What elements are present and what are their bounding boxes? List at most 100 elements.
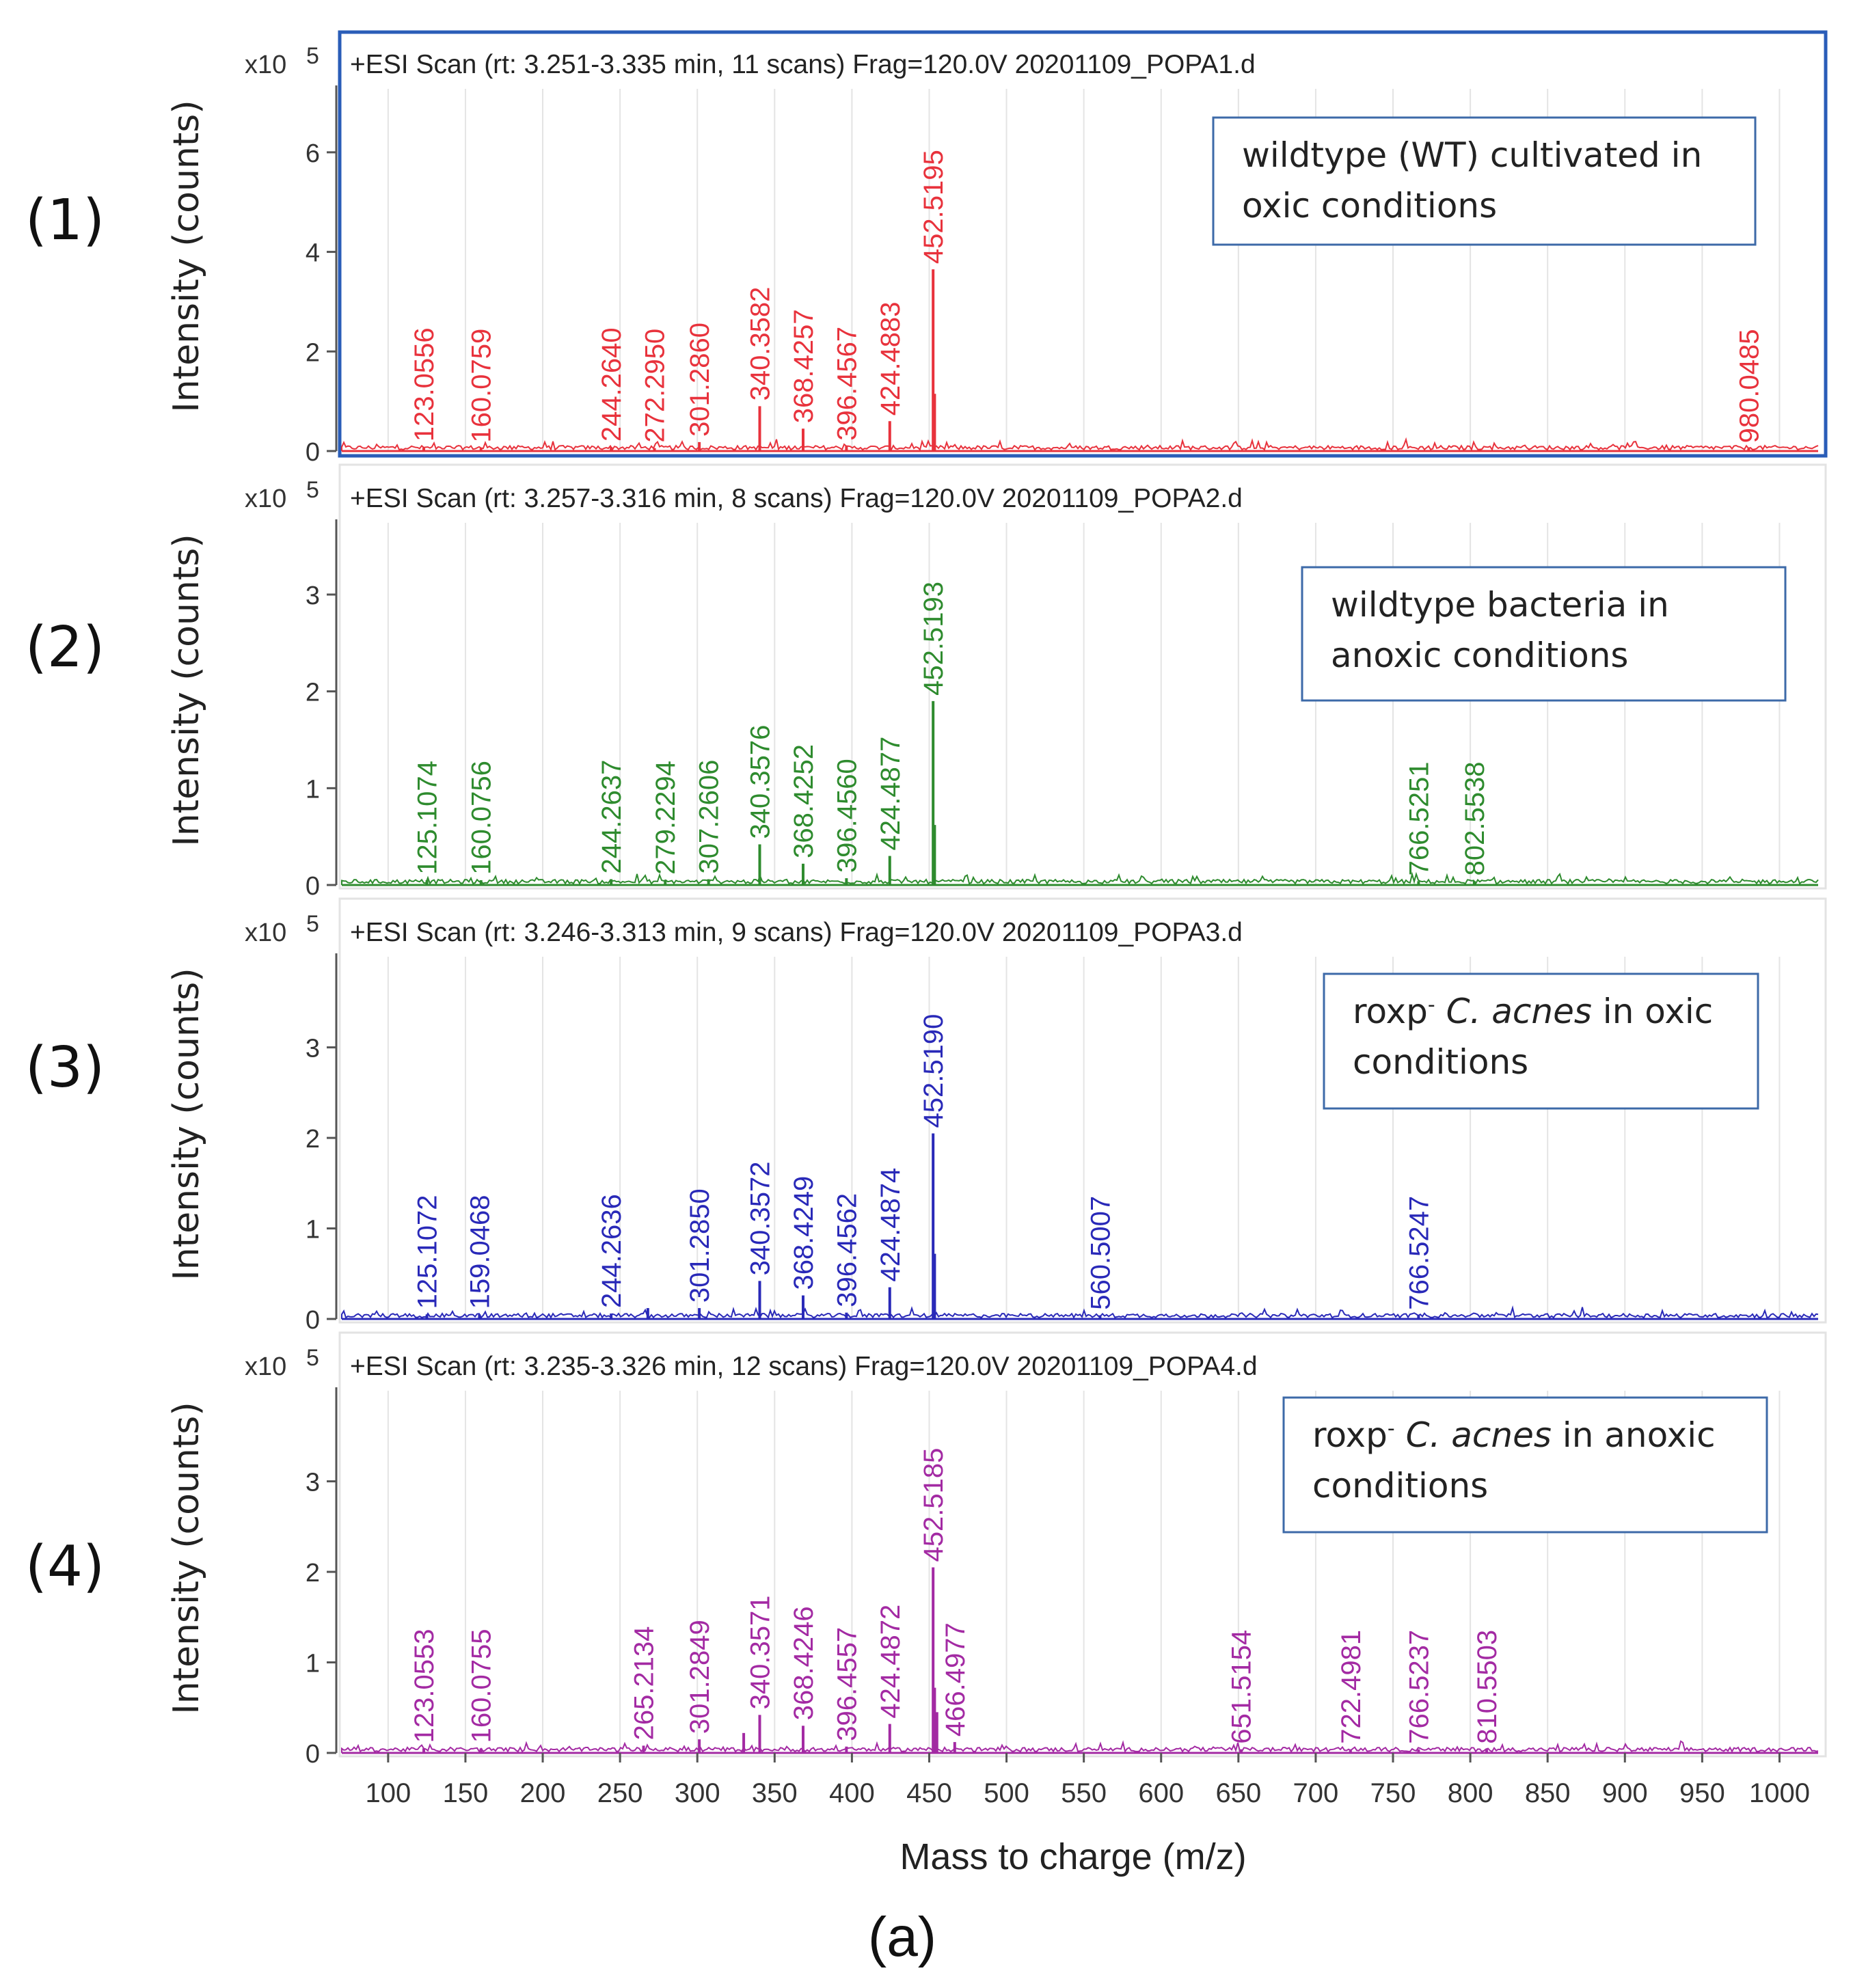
y-scale-exponent: 5	[306, 1345, 319, 1371]
x-tick-label: 300	[675, 1778, 720, 1808]
annotation-box	[1301, 566, 1787, 702]
y-tick-label: 2	[306, 1125, 320, 1154]
y-axis-title: Intensity (counts)	[166, 968, 207, 1280]
x-tick-label: 600	[1138, 1778, 1184, 1808]
peak-label: 160.0756	[467, 761, 497, 875]
peak-label: 160.0759	[467, 329, 497, 443]
peak-label: 307.2606	[694, 760, 725, 874]
y-tick-label: 0	[306, 1740, 320, 1769]
peak-label: 452.5193	[919, 582, 949, 696]
peak-label: 340.3571	[745, 1596, 775, 1710]
spectrum-title: +ESI Scan (rt: 3.257-3.316 min, 8 scans)…	[350, 484, 1243, 513]
spectrum-panel-2: 0 1 2 3 x10 5 +ESI Scan (rt: 3.257-3.316 min, …	[25, 463, 1827, 901]
spectrum-panel-4: 0 1 2 3 x10 5 +ESI Scan (rt: 3.235-3.326 min, …	[25, 1331, 1827, 1769]
annotation-span: roxp	[1353, 992, 1428, 1031]
peak-label: 244.2637	[597, 760, 627, 874]
y-scale-exponent: 5	[306, 477, 319, 503]
peak-label: 368.4257	[789, 309, 819, 423]
peak-label: 368.4246	[789, 1606, 819, 1720]
y-scale-label: x10	[245, 1352, 286, 1381]
y-tick-label: 0	[306, 438, 320, 467]
annotation-span: in oxic	[1592, 992, 1713, 1031]
peak-label: 244.2640	[597, 327, 627, 441]
peak-label: 368.4252	[789, 744, 819, 858]
y-tick-label: 1	[306, 1650, 320, 1678]
annotation-box	[1212, 116, 1757, 246]
y-tick-label: 4	[306, 239, 320, 268]
annotation-text: wildtype bacteria in	[1331, 585, 1669, 625]
panel-number: (2)	[25, 615, 105, 680]
annotation-span: conditions	[1353, 1042, 1528, 1082]
peak-label: 452.5190	[919, 1014, 949, 1128]
annotation-text: roxp- C. acnes in oxic	[1353, 992, 1713, 1031]
x-tick-label: 250	[597, 1778, 643, 1808]
panel-number: (1)	[25, 188, 105, 253]
peak-label: 766.5247	[1404, 1196, 1434, 1310]
peak-label: 265.2134	[630, 1626, 660, 1741]
y-scale-label: x10	[245, 51, 286, 79]
y-tick-label: 1	[306, 775, 320, 804]
annotation-box	[1323, 972, 1759, 1110]
y-tick-label: 3	[306, 582, 320, 610]
y-tick-label: 2	[306, 1559, 320, 1588]
x-tick-label: 400	[829, 1778, 875, 1808]
x-tick-label: 650	[1215, 1778, 1261, 1808]
x-tick-label: 350	[752, 1778, 798, 1808]
peak-label: 651.5154	[1226, 1630, 1256, 1744]
peak-label: 340.3572	[745, 1162, 775, 1276]
peak-label: 396.4560	[832, 759, 862, 873]
peak-label: 340.3582	[745, 287, 775, 401]
peak-label: 160.0755	[467, 1629, 497, 1743]
panel-number: (3)	[25, 1035, 105, 1100]
x-axis-title: Mass to charge (m/z)	[900, 1836, 1246, 1877]
peak-label: 368.4249	[789, 1176, 819, 1290]
x-tick-label: 800	[1448, 1778, 1493, 1808]
peak-label: 396.4557	[832, 1627, 862, 1741]
figure-label: (a)	[868, 1906, 936, 1968]
peak-label: 466.4977	[941, 1622, 971, 1737]
y-tick-label: 3	[306, 1469, 320, 1497]
peak-label: 301.2860	[685, 323, 715, 437]
y-scale-exponent: 5	[306, 43, 319, 69]
annotation-text: oxic conditions	[1242, 186, 1497, 226]
peak-label: 159.0468	[465, 1195, 495, 1309]
annotation-span: C. acnes	[1435, 992, 1592, 1031]
peak-label: 279.2294	[651, 761, 681, 875]
peak-label: 396.4567	[832, 327, 862, 441]
x-tick-label: 700	[1293, 1778, 1339, 1808]
peak-label: 244.2636	[597, 1194, 627, 1308]
peak-label: 766.5237	[1404, 1630, 1434, 1744]
y-tick-label: 0	[306, 872, 320, 901]
baseline-noise	[341, 1305, 1819, 1319]
x-tick-label: 450	[906, 1778, 952, 1808]
annotation-span: in anoxic	[1552, 1415, 1716, 1455]
annotation-text: anoxic conditions	[1331, 636, 1628, 675]
baseline-noise	[341, 871, 1819, 886]
peak-label: 424.4883	[876, 301, 906, 416]
spectrum-title: +ESI Scan (rt: 3.246-3.313 min, 9 scans)…	[350, 918, 1243, 947]
y-axis-title: Intensity (counts)	[166, 1402, 207, 1714]
peak-label: 340.3576	[745, 725, 775, 839]
spectrum-panels: 0 2 4 6 x10 5 +ESI Scan (rt: 3.251-3.335 min, …	[25, 30, 1828, 1769]
peak-label: 722.4981	[1336, 1630, 1366, 1744]
peak-label: 396.4562	[832, 1193, 862, 1307]
y-axis-title: Intensity (counts)	[166, 100, 207, 412]
peak-label: 301.2850	[685, 1188, 715, 1303]
y-scale-label: x10	[245, 918, 286, 947]
panel-frame	[338, 897, 1827, 1324]
y-tick-label: 3	[306, 1035, 320, 1063]
peak-label: 424.4874	[876, 1168, 906, 1282]
annotation-span: C. acnes	[1395, 1415, 1552, 1455]
y-scale-label: x10	[245, 485, 286, 513]
peak-label: 125.1074	[413, 761, 443, 875]
panel-frame	[338, 1331, 1827, 1758]
peak-label: 810.5503	[1472, 1630, 1502, 1744]
panel-highlight-frame	[338, 30, 1828, 458]
annotation-text: conditions	[1312, 1466, 1488, 1506]
peak-label: 123.0556	[409, 327, 439, 441]
y-tick-label: 1	[306, 1216, 320, 1244]
annotation-box	[1282, 1396, 1768, 1534]
x-tick-label: 750	[1370, 1778, 1416, 1808]
peak-label: 272.2950	[640, 329, 671, 443]
x-tick-label: 850	[1525, 1778, 1571, 1808]
